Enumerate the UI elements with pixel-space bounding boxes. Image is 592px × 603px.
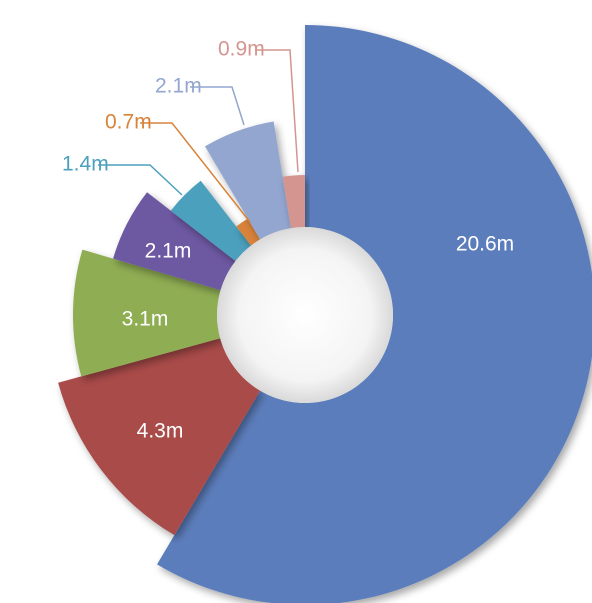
data-label: 0.7m	[105, 111, 152, 134]
slice	[282, 175, 305, 229]
data-label: 1.4m	[62, 153, 109, 176]
slice	[204, 121, 291, 240]
data-label: 3.1m	[122, 308, 169, 331]
leader-line	[98, 164, 183, 196]
donut-hole	[217, 227, 393, 403]
data-label: 4.3m	[137, 420, 184, 443]
data-label: 2.1m	[145, 240, 192, 263]
slice	[157, 25, 592, 603]
leader-line	[255, 49, 299, 173]
slice	[113, 192, 236, 291]
data-label: 20.6m	[456, 233, 514, 256]
slice	[58, 338, 261, 536]
slice	[72, 249, 221, 377]
slices	[58, 25, 592, 603]
leader-line	[140, 122, 251, 223]
leader-line	[190, 86, 245, 126]
data-label: 2.1m	[155, 75, 202, 98]
slice	[170, 180, 252, 262]
slice	[236, 218, 261, 246]
labels: 20.6m4.3m3.1m2.1m1.4m0.7m2.1m0.9m	[62, 38, 514, 443]
data-label: 0.9m	[218, 38, 265, 61]
